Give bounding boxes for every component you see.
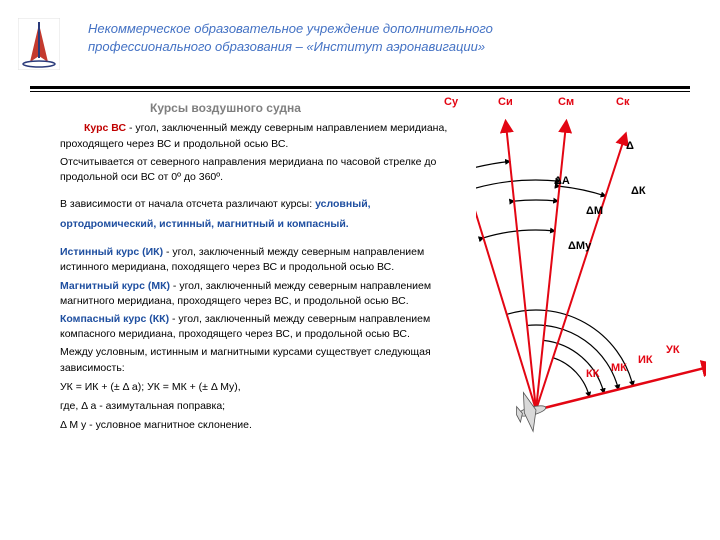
para-count: Отсчитывается от северного направления м… — [60, 155, 468, 185]
diagram-label: ΔМу — [568, 240, 591, 252]
diagram-label: Δ — [626, 140, 634, 152]
para-kurs-vs: Курс ВС - угол, заключенный между северн… — [60, 121, 468, 151]
diagram-label: ИК — [638, 354, 653, 366]
institute-logo-icon — [18, 18, 60, 70]
diagram-label: МК — [611, 362, 627, 374]
text-column: Курсы воздушного судна Курс ВС - угол, з… — [60, 100, 468, 500]
diagram-label: Ск — [616, 96, 629, 108]
mk-label: Магнитный курс (МК) — [60, 280, 170, 292]
diagram-label: См — [558, 96, 574, 108]
slide-header: Некоммерческое образовательное учреждени… — [0, 0, 720, 70]
diagram-label: Си — [498, 96, 513, 108]
depend-intro: В зависимости от начала отсчета различаю… — [60, 198, 315, 210]
para-kk: Компасный курс (КК) - угол, заключенный … — [60, 312, 468, 342]
diagram-label: ΔК — [631, 185, 646, 197]
type-rest: ортодромический, истинный, магнитный и к… — [60, 218, 349, 230]
header-title-line1: Некоммерческое образовательное учреждени… — [88, 21, 493, 36]
para-depend: В зависимости от начала отсчета различаю… — [60, 195, 468, 235]
kk-label: Компасный курс (КК) — [60, 313, 169, 325]
content-area: Курсы воздушного судна Курс ВС - угол, з… — [0, 92, 720, 500]
diagram-label: Су — [444, 96, 458, 108]
header-title: Некоммерческое образовательное учреждени… — [88, 18, 493, 56]
type-uslovny: условный — [315, 198, 368, 210]
para-rel: Между условным, истинным и магнитными ку… — [60, 345, 468, 375]
course-diagram: СуСиСмСкΔΔАΔМΔКΔМуККМКИКУК — [476, 100, 708, 500]
kurs-vs-label: Курс ВС — [84, 122, 126, 134]
para-where1: где, Δ а - азимутальная поправка; — [60, 399, 468, 414]
diagram-label: КК — [586, 368, 599, 380]
para-mk: Магнитный курс (МК) - угол, заключенный … — [60, 279, 468, 309]
para-ik: Истинный курс (ИК) - угол, заключенный м… — [60, 245, 468, 275]
diagram-label: УК — [666, 344, 680, 356]
diagram-label: ΔА — [554, 175, 570, 187]
para-where2: Δ М у - условное магнитное склонение. — [60, 418, 468, 433]
section-title: Курсы воздушного судна — [150, 100, 468, 117]
diagram-label: ΔМ — [586, 205, 603, 217]
header-title-line2: профессионального образования – «Институ… — [88, 39, 485, 54]
ik-label: Истинный курс (ИК) — [60, 246, 163, 258]
para-formula: УК = ИК + (± Δ а); УК = МК + (± Δ Му), — [60, 380, 468, 395]
